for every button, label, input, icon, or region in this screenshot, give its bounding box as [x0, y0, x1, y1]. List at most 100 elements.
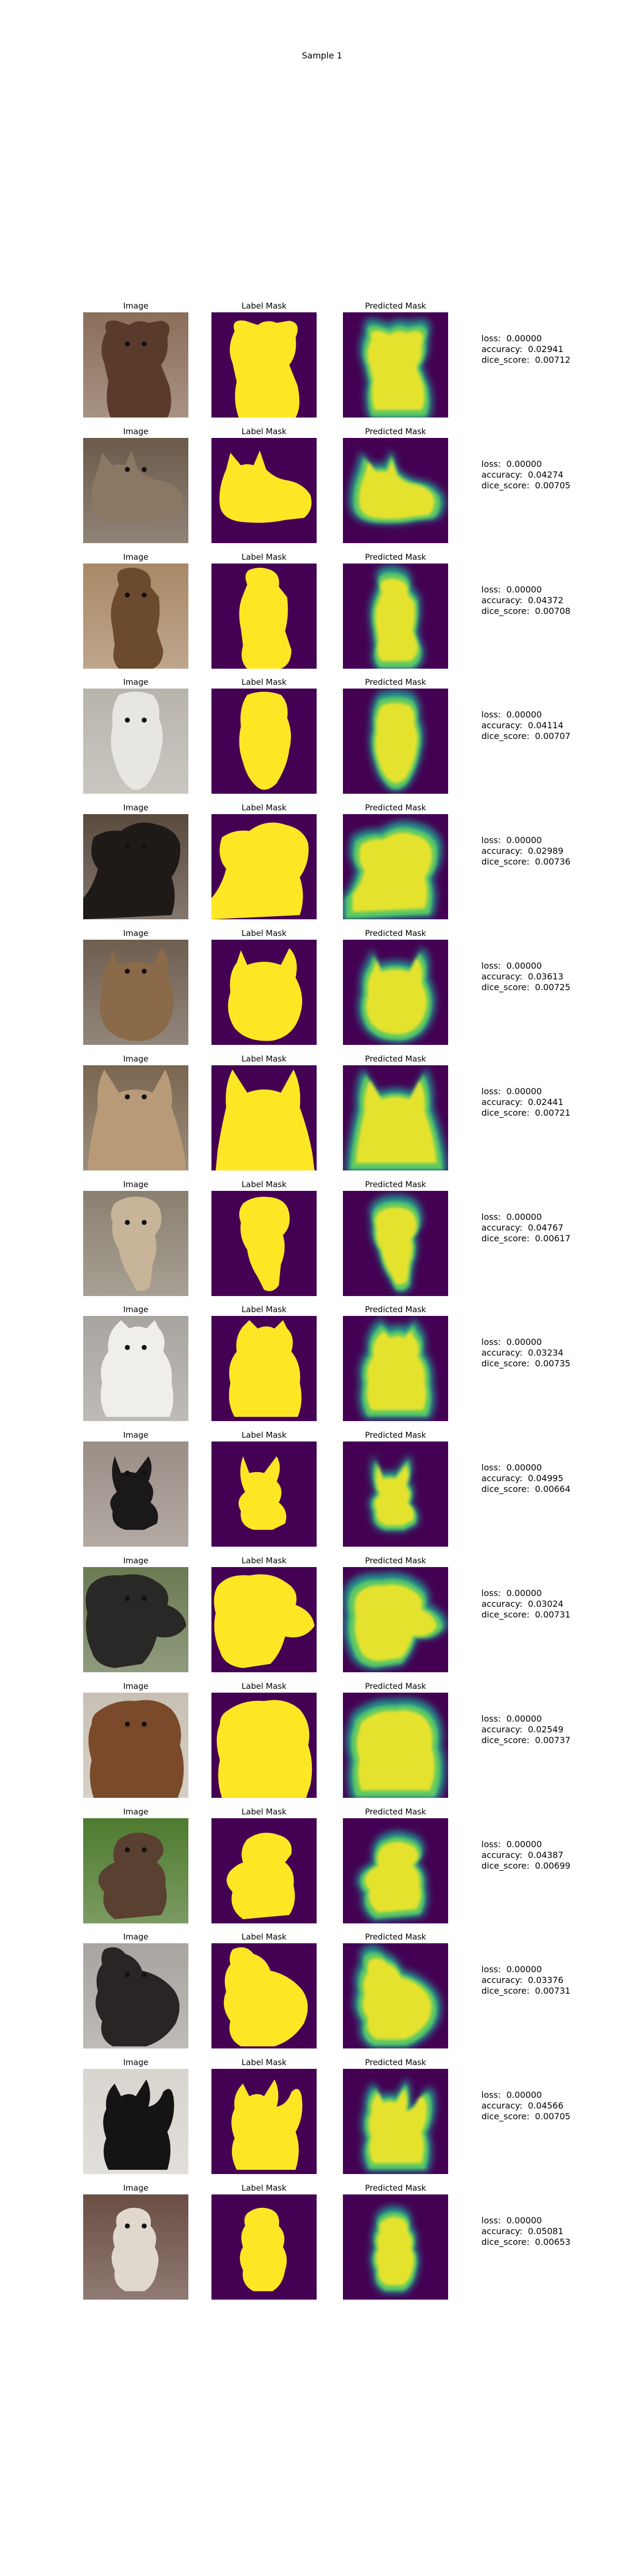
loss-line: loss: 0.00000 — [481, 1337, 570, 1348]
label-mask-panel-title: Label Mask — [241, 1556, 287, 1565]
label-mask-panel-title: Label Mask — [241, 1430, 287, 1440]
accuracy-value: 0.02941 — [528, 344, 564, 354]
predicted-mask — [343, 1065, 448, 1170]
accuracy-line: accuracy: 0.04767 — [481, 1223, 570, 1233]
accuracy-value: 0.04372 — [528, 595, 564, 605]
predicted-mask-panel: Predicted Mask — [343, 1304, 448, 1421]
accuracy-label: accuracy: — [481, 1599, 523, 1609]
dice-score-label: dice_score: — [481, 1609, 530, 1620]
accuracy-line: accuracy: 0.04387 — [481, 1850, 570, 1861]
predicted-mask — [343, 2194, 448, 2300]
dice-score-line: dice_score: 0.00735 — [481, 1358, 570, 1369]
loss-line: loss: 0.00000 — [481, 459, 570, 470]
label-mask — [211, 1567, 317, 1672]
loss-value: 0.00000 — [506, 1839, 542, 1849]
predicted-mask — [343, 1943, 448, 2048]
sample-row: Image Label Mask Predicted Mask loss: 0.000… — [0, 1681, 644, 1806]
loss-value: 0.00000 — [506, 1462, 542, 1473]
predicted-mask — [343, 1818, 448, 1923]
accuracy-line: accuracy: 0.03376 — [481, 1975, 570, 1986]
loss-value: 0.00000 — [506, 1714, 542, 1724]
predicted-mask-panel-title: Predicted Mask — [365, 2183, 426, 2193]
label-mask-panel-title: Label Mask — [241, 1305, 287, 1314]
predicted-mask-panel: Predicted Mask — [343, 301, 448, 418]
image-panel: Image — [83, 1430, 188, 1547]
label-mask-panel: Label Mask — [211, 2057, 317, 2174]
predicted-mask-panel: Predicted Mask — [343, 1931, 448, 2048]
loss-value: 0.00000 — [506, 2215, 542, 2226]
accuracy-line: accuracy: 0.04995 — [481, 1473, 570, 1484]
accuracy-label: accuracy: — [481, 1473, 523, 1483]
dice-score-label: dice_score: — [481, 1861, 530, 1871]
label-mask — [211, 1943, 317, 2048]
image-panel: Image — [83, 1681, 188, 1798]
label-mask-panel: Label Mask — [211, 1053, 317, 1170]
loss-label: loss: — [481, 333, 501, 343]
sample-row: Image Label Mask Predicted Mask loss: 0.000… — [0, 552, 644, 677]
image-panel: Image — [83, 1806, 188, 1923]
accuracy-value: 0.02549 — [528, 1724, 564, 1735]
accuracy-label: accuracy: — [481, 470, 523, 480]
dice-score-value: 0.00705 — [535, 2111, 570, 2121]
image-panel-title: Image — [123, 1305, 149, 1314]
dice-score-line: dice_score: 0.00664 — [481, 1484, 570, 1495]
predicted-mask-panel-title: Predicted Mask — [365, 1305, 426, 1314]
pet-photo — [83, 1316, 188, 1421]
label-mask-panel: Label Mask — [211, 1806, 317, 1923]
sample-row: Image Label Mask Predicted Mask loss: 0.000… — [0, 2183, 644, 2308]
dice-score-line: dice_score: 0.00708 — [481, 606, 570, 617]
label-mask-panel: Label Mask — [211, 1179, 317, 1296]
label-mask — [211, 1818, 317, 1923]
label-mask — [211, 814, 317, 919]
label-mask — [211, 564, 317, 669]
accuracy-label: accuracy: — [481, 1975, 523, 1985]
predicted-mask-panel: Predicted Mask — [343, 2057, 448, 2174]
dice-score-value: 0.00737 — [535, 1735, 570, 1745]
pet-photo — [83, 689, 188, 794]
sample-row: Image Label Mask Predicted Mask loss: 0.000… — [0, 677, 644, 802]
pet-photo — [83, 564, 188, 669]
predicted-mask-panel-title: Predicted Mask — [365, 1054, 426, 1064]
loss-value: 0.00000 — [506, 333, 542, 343]
loss-label: loss: — [481, 1212, 501, 1222]
accuracy-label: accuracy: — [481, 1097, 523, 1107]
loss-label: loss: — [481, 2090, 501, 2100]
dice-score-label: dice_score: — [481, 480, 530, 491]
dice-score-label: dice_score: — [481, 1484, 530, 1494]
accuracy-value: 0.04274 — [528, 470, 564, 480]
label-mask-panel: Label Mask — [211, 1931, 317, 2048]
accuracy-line: accuracy: 0.04274 — [481, 470, 570, 480]
pet-photo — [83, 2069, 188, 2174]
label-mask-panel-title: Label Mask — [241, 1180, 287, 1189]
label-mask-panel-title: Label Mask — [241, 2183, 287, 2193]
image-panel-title: Image — [123, 803, 149, 813]
accuracy-value: 0.03024 — [528, 1599, 564, 1609]
pet-photo — [83, 1191, 188, 1296]
image-panel: Image — [83, 2183, 188, 2300]
dice-score-line: dice_score: 0.00736 — [481, 857, 570, 867]
label-mask-panel: Label Mask — [211, 1304, 317, 1421]
sample-row: Image Label Mask Predicted Mask loss: 0.000… — [0, 1053, 644, 1179]
predicted-mask — [343, 1441, 448, 1547]
loss-line: loss: 0.00000 — [481, 1714, 570, 1724]
sample-row: Image Label Mask Predicted Mask loss: 0.000… — [0, 928, 644, 1053]
predicted-mask — [343, 814, 448, 919]
accuracy-label: accuracy: — [481, 595, 523, 605]
dice-score-label: dice_score: — [481, 355, 530, 365]
dice-score-value: 0.00617 — [535, 1233, 570, 1243]
predicted-mask-panel: Predicted Mask — [343, 1179, 448, 1296]
image-panel-title: Image — [123, 677, 149, 687]
loss-line: loss: 0.00000 — [481, 835, 570, 846]
pet-photo — [83, 1693, 188, 1798]
pet-photo — [83, 814, 188, 919]
dice-score-value: 0.00712 — [535, 355, 570, 365]
metrics-text: loss: 0.00000 accuracy: 0.02941 dice_score… — [481, 333, 570, 365]
image-panel: Image — [83, 1053, 188, 1170]
metrics-text: loss: 0.00000 accuracy: 0.03376 dice_score… — [481, 1964, 570, 1996]
label-mask-panel-title: Label Mask — [241, 301, 287, 311]
image-panel: Image — [83, 1931, 188, 2048]
accuracy-line: accuracy: 0.05081 — [481, 2226, 570, 2237]
predicted-mask — [343, 438, 448, 543]
label-mask-panel-title: Label Mask — [241, 552, 287, 562]
image-panel: Image — [83, 426, 188, 543]
